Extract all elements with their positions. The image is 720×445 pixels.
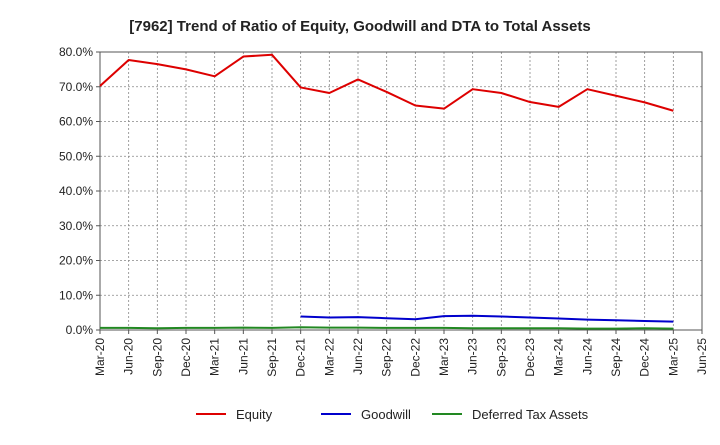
y-tick-label: 60.0%	[59, 115, 93, 129]
x-tick-label: Sep-21	[265, 338, 279, 377]
x-tick-label: Mar-25	[666, 338, 680, 376]
x-tick-label: Jun-20	[122, 338, 136, 375]
x-tick-label: Sep-23	[494, 338, 508, 377]
x-tick-label: Sep-22	[380, 338, 394, 377]
y-tick-label: 40.0%	[59, 184, 93, 198]
x-tick-label: Dec-24	[638, 338, 652, 377]
legend-label: Goodwill	[361, 407, 411, 422]
y-tick-label: 70.0%	[59, 80, 93, 94]
x-tick-label: Mar-23	[437, 338, 451, 376]
legend: Equity Goodwill Deferred Tax Assets	[196, 407, 589, 422]
series-line-goodwill	[300, 314, 674, 323]
y-tick-label: 30.0%	[59, 219, 93, 233]
x-tick-label: Jun-23	[466, 338, 480, 375]
x-axis: Mar-20 Jun-20 Sep-20 Dec-20 Mar-21 Jun-21 Sep-…	[93, 330, 709, 377]
chart-title: [7962] Trend of Ratio of Equity, Goodwil…	[129, 18, 590, 35]
x-tick-label: Jun-22	[351, 338, 365, 375]
y-tick-label: 50.0%	[59, 149, 93, 163]
x-tick-label: Dec-21	[294, 338, 308, 377]
y-tick-label: 10.0%	[59, 288, 93, 302]
y-tick-label: 20.0%	[59, 254, 93, 268]
y-tick-label: 0.0%	[66, 323, 94, 337]
y-axis: 0.0% 10.0% 20.0% 30.0% 40.0% 50.0% 60.0% 70.0% 8…	[59, 45, 100, 337]
x-tick-label: Dec-20	[179, 338, 193, 377]
x-tick-label: Sep-24	[609, 338, 623, 377]
grid-layer	[99, 51, 703, 331]
x-tick-label: Jun-24	[580, 338, 594, 375]
x-tick-label: Mar-20	[93, 338, 107, 376]
x-tick-label: Jun-25	[695, 338, 709, 375]
x-tick-label: Mar-24	[552, 338, 566, 376]
legend-label: Equity	[236, 407, 273, 422]
x-tick-label: Mar-21	[208, 338, 222, 376]
series-layer	[99, 53, 674, 330]
x-tick-label: Sep-20	[150, 338, 164, 377]
y-tick-label: 80.0%	[59, 45, 93, 59]
series-line-deferred-tax-assets	[100, 326, 674, 330]
legend-label: Deferred Tax Assets	[472, 407, 589, 422]
x-tick-label: Dec-22	[408, 338, 422, 377]
x-tick-label: Jun-21	[236, 338, 250, 375]
series-line-equity	[99, 53, 674, 112]
x-tick-label: Dec-23	[523, 338, 537, 377]
x-tick-label: Mar-22	[322, 338, 336, 376]
